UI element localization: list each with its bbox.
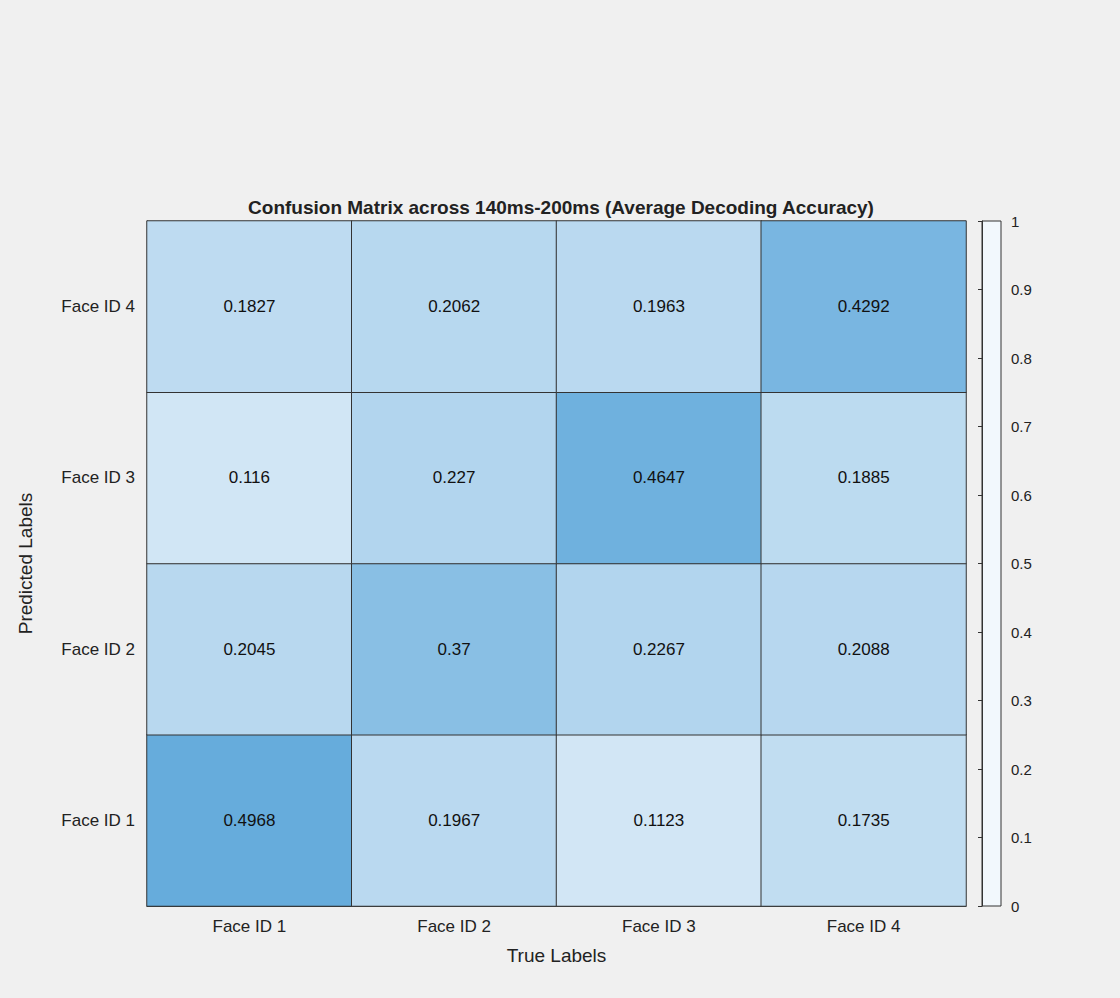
svg-text:0.4: 0.4: [1011, 624, 1032, 641]
svg-text:0.1123: 0.1123: [634, 811, 685, 830]
svg-text:0.4292: 0.4292: [838, 297, 890, 316]
svg-text:True Labels: True Labels: [507, 945, 607, 966]
svg-text:Face ID 2: Face ID 2: [417, 917, 491, 936]
svg-text:0: 0: [1011, 898, 1019, 915]
svg-text:0.2: 0.2: [1011, 761, 1032, 778]
svg-text:0.2088: 0.2088: [838, 640, 890, 659]
svg-text:0.8: 0.8: [1011, 350, 1032, 367]
svg-text:0.1885: 0.1885: [838, 468, 890, 487]
svg-text:Face ID 4: Face ID 4: [827, 917, 901, 936]
svg-text:0.1963: 0.1963: [633, 297, 685, 316]
svg-text:1: 1: [1011, 213, 1019, 230]
svg-text:Face ID 3: Face ID 3: [622, 917, 696, 936]
svg-text:0.2045: 0.2045: [223, 640, 275, 659]
svg-text:0.2267: 0.2267: [633, 640, 685, 659]
svg-text:0.6: 0.6: [1011, 487, 1032, 504]
svg-text:0.1: 0.1: [1011, 829, 1032, 846]
svg-text:Predicted Labels: Predicted Labels: [15, 493, 36, 635]
svg-text:0.1967: 0.1967: [428, 811, 480, 830]
svg-text:0.4647: 0.4647: [633, 468, 685, 487]
svg-text:0.2062: 0.2062: [428, 297, 480, 316]
svg-text:Face ID 2: Face ID 2: [61, 640, 135, 659]
svg-text:0.3: 0.3: [1011, 692, 1032, 709]
svg-text:Face ID 1: Face ID 1: [61, 811, 135, 830]
svg-text:Confusion Matrix across 140ms-: Confusion Matrix across 140ms-200ms (Ave…: [248, 197, 874, 218]
svg-text:0.116: 0.116: [229, 468, 270, 487]
svg-text:Face ID 1: Face ID 1: [213, 917, 287, 936]
svg-text:Face ID 4: Face ID 4: [61, 297, 135, 316]
svg-text:0.7: 0.7: [1011, 418, 1032, 435]
svg-text:0.4968: 0.4968: [223, 811, 275, 830]
svg-text:0.37: 0.37: [438, 640, 471, 659]
svg-text:0.5: 0.5: [1011, 555, 1032, 572]
svg-text:0.9: 0.9: [1011, 281, 1032, 298]
svg-text:0.227: 0.227: [433, 468, 476, 487]
svg-text:0.1735: 0.1735: [838, 811, 890, 830]
svg-text:0.1827: 0.1827: [223, 297, 275, 316]
svg-text:Face ID 3: Face ID 3: [61, 468, 135, 487]
